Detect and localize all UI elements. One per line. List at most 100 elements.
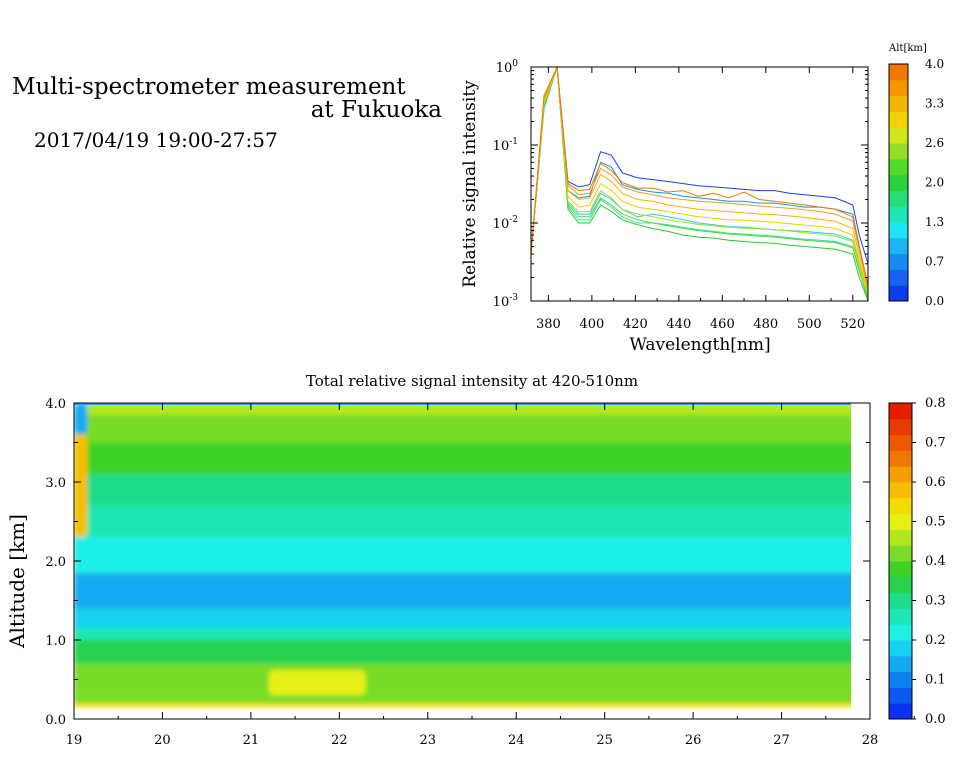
spectrum-colorbar-label: 3.3 [925, 97, 944, 111]
spectrum-colorbar-label: 4.0 [925, 57, 944, 71]
spectrum-colorbar-swatch [889, 95, 908, 112]
heatmap-colorbar-swatch [889, 434, 912, 451]
heatmap-y-tick-label: 0.0 [45, 713, 66, 728]
spectrum-series-line [530, 66, 869, 290]
spectrum-series-line [530, 66, 869, 288]
heatmap-colorbar-swatch [889, 703, 912, 720]
spectrum-colorbar-label: 0.7 [925, 255, 944, 269]
heatmap-colorbar-label: 0.1 [925, 673, 946, 688]
spectrum-colorbar-label: 1.3 [925, 215, 944, 229]
heatmap-colorbar-label: 0.4 [925, 554, 946, 569]
spectrum-colorbar-frame [888, 63, 909, 302]
spectrum-colorbar-label: 2.0 [925, 176, 944, 190]
spectrum-colorbar-swatch [889, 79, 908, 97]
spectrum-x-tick-label: 460 [710, 317, 735, 332]
heatmap-colorbar-swatch [889, 655, 912, 673]
heatmap-colorbar-label: 0.3 [925, 594, 946, 609]
spectrum-colorbar-swatch [889, 174, 908, 191]
spectrum-colorbar-swatch [889, 206, 908, 223]
heatmap-colorbar-swatch [889, 576, 912, 594]
spectrum-series-line [530, 66, 869, 295]
heatmap-band [74, 474, 851, 506]
heatmap-band [74, 703, 851, 708]
heatmap-x-tick-label: 21 [243, 733, 260, 748]
spectrum-series-line [530, 65, 869, 286]
spectrum-series-line [530, 66, 869, 293]
spectrum-y-tick-label: 10-2 [493, 215, 518, 232]
heatmap-colorbar-swatch [889, 545, 912, 562]
spectrum-series-line [530, 66, 869, 298]
heatmap-band [74, 414, 851, 443]
spectrum-colorbar-label: 0.0 [925, 294, 944, 308]
spectrum-plot-frame [530, 66, 869, 302]
heatmap-feature [268, 670, 366, 696]
heatmap-x-tick-label: 25 [596, 733, 613, 748]
heatmap-title: Total relative signal intensity at 420-5… [306, 372, 638, 390]
heatmap-x-tick-label: 24 [508, 733, 525, 748]
heatmap-y-tick-label: 4.0 [45, 397, 66, 412]
heatmap-feature [74, 434, 88, 538]
spectrum-x-tick-label: 440 [666, 317, 691, 332]
heatmap-band [74, 608, 851, 629]
heatmap-x-tick-label: 28 [862, 733, 879, 748]
heatmap-colorbar-swatch [889, 640, 912, 657]
date-range: 2017/04/19 19:00-27:57 [34, 128, 278, 152]
heatmap-colorbar-swatch [889, 513, 912, 530]
heatmap-band [74, 640, 851, 664]
spectrum-x-tick-label: 400 [579, 317, 604, 332]
heatmap-x-tick-label: 23 [420, 733, 437, 748]
heatmap-colorbar-swatch [889, 482, 912, 499]
heatmap-y-tick-label: 3.0 [45, 476, 66, 491]
spectrum-colorbar-swatch [889, 190, 908, 207]
spectrum-colorbar-swatch [889, 143, 908, 160]
heatmap-colorbar-label: 0.2 [925, 633, 946, 648]
heatmap-band [74, 442, 851, 475]
spectrum-colorbar-label: 2.6 [925, 136, 944, 150]
heatmap-band [74, 505, 851, 538]
spectrum-colorbar-swatch [889, 253, 908, 270]
heatmap-colorbar-swatch [889, 608, 912, 625]
spectrum-x-tick-label: 500 [797, 317, 822, 332]
heatmap-band [74, 695, 851, 704]
heatmap-colorbar-swatch [889, 466, 912, 483]
heatmap-colorbar-label: 0.8 [925, 396, 946, 411]
spectrum-x-tick-label: 420 [623, 317, 648, 332]
heatmap-colorbar-swatch [889, 497, 912, 515]
heatmap-band [74, 537, 851, 573]
heatmap-x-tick-label: 22 [331, 733, 348, 748]
spectrum-y-tick-label: 10-1 [493, 137, 518, 154]
spectrum-colorbar-swatch [889, 269, 908, 286]
heatmap-ylabel: Altitude [km] [5, 514, 29, 649]
heatmap-colorbar-swatch [889, 561, 912, 578]
heatmap-colorbar-swatch [889, 592, 912, 609]
spectrum-y-tick-label: 10-3 [493, 293, 519, 310]
spectrum-series-line [530, 66, 869, 295]
heatmap-colorbar-swatch [889, 687, 912, 704]
spectrum-x-tick-label: 520 [840, 317, 865, 332]
title-line-2: at Fukuoka [310, 97, 442, 123]
heatmap-colorbar-swatch [889, 418, 912, 436]
spectrum-colorbar-title: Alt[km] [888, 43, 927, 54]
heatmap-band [74, 663, 851, 696]
heatmap-colorbar-swatch [889, 529, 912, 546]
heatmap-colorbar-swatch [889, 671, 912, 688]
spectrum-colorbar-swatch [889, 158, 908, 176]
heatmap-x-tick-label: 26 [685, 733, 702, 748]
spectrum-x-tick-label: 480 [753, 317, 778, 332]
heatmap-colorbar-swatch [889, 624, 912, 641]
heatmap-feature [74, 403, 88, 435]
heatmap-colorbar-swatch [889, 450, 912, 467]
heatmap-colorbar-label: 0.0 [925, 712, 946, 727]
spectrum-colorbar-swatch [889, 127, 908, 144]
heatmap-band [74, 572, 851, 609]
heatmap-y-tick-label: 1.0 [45, 634, 66, 649]
heatmap-x-tick-label: 20 [154, 733, 171, 748]
heatmap-y-tick-label: 2.0 [45, 555, 66, 570]
spectrum-colorbar-swatch [889, 111, 908, 128]
heatmap-x-tick-label: 27 [773, 733, 790, 748]
spectrum-series-line [530, 66, 869, 302]
spectrum-colorbar-swatch [889, 237, 908, 255]
spectrum-colorbar-swatch [889, 285, 908, 302]
